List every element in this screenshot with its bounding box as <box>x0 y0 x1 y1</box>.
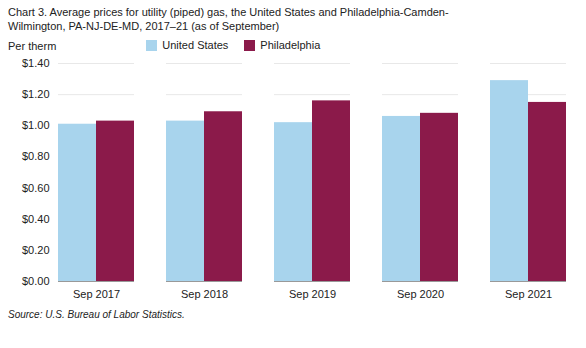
svg-text:$0.40: $0.40 <box>22 213 50 225</box>
html-text:Per therm: Per therm <box>8 40 57 52</box>
svg-text:Sep 2017: Sep 2017 <box>73 288 120 300</box>
svg-text:$1.00: $1.00 <box>22 119 50 131</box>
svg-text:Sep 2020: Sep 2020 <box>397 288 444 300</box>
svg-text:$1.40: $1.40 <box>22 57 50 69</box>
html-text:Chart 3. Average prices for ut: Chart 3. Average prices for utility (pip… <box>8 6 449 32</box>
svg-text:Sep 2019: Sep 2019 <box>289 288 336 300</box>
svg-text:$0.00: $0.00 <box>22 275 50 287</box>
svg-text:$1.20: $1.20 <box>22 88 50 100</box>
html-text:Philadelphia: Philadelphia <box>260 39 321 52</box>
html-text:Source: U.S. Bureau of Labor S: Source: U.S. Bureau of Labor Statistics. <box>8 309 185 320</box>
svg-text:$0.60: $0.60 <box>22 182 50 194</box>
svg-text:$0.80: $0.80 <box>22 150 50 162</box>
html-text:United States: United States <box>162 39 229 52</box>
svg-text:Sep 2021: Sep 2021 <box>505 288 552 300</box>
svg-text:Sep 2018: Sep 2018 <box>181 288 228 300</box>
svg-text:$0.20: $0.20 <box>22 244 50 256</box>
